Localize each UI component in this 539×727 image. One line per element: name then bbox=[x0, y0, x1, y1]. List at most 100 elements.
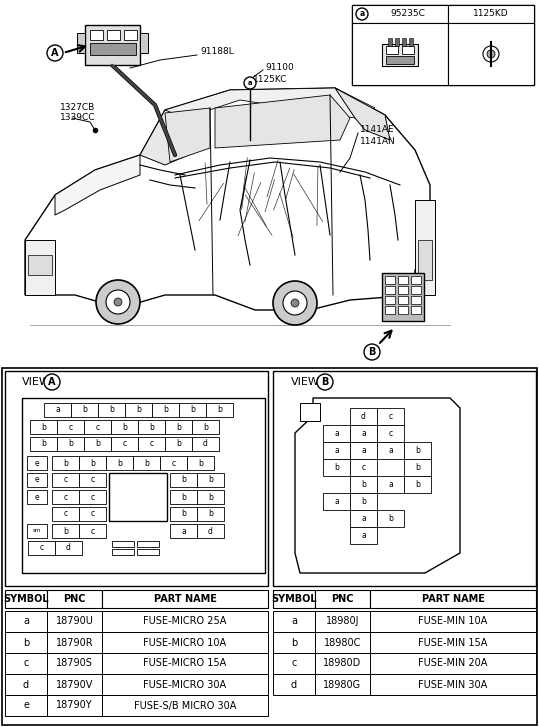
Bar bbox=[402, 38, 406, 46]
Text: a: a bbox=[388, 480, 393, 489]
Circle shape bbox=[317, 374, 333, 390]
Text: b: b bbox=[198, 459, 203, 467]
Bar bbox=[409, 38, 413, 46]
Bar bbox=[5, 611, 47, 632]
Bar bbox=[386, 56, 414, 64]
Text: a: a bbox=[334, 429, 339, 438]
Bar bbox=[350, 425, 377, 442]
Bar bbox=[300, 403, 320, 421]
Bar bbox=[2, 368, 537, 725]
Bar bbox=[350, 476, 377, 493]
Text: b: b bbox=[181, 475, 186, 484]
Text: B: B bbox=[321, 377, 329, 387]
Circle shape bbox=[283, 291, 307, 315]
Text: a: a bbox=[361, 531, 366, 540]
Text: b: b bbox=[82, 406, 87, 414]
Polygon shape bbox=[165, 88, 375, 118]
Bar bbox=[352, 5, 448, 23]
Polygon shape bbox=[215, 95, 350, 148]
Bar bbox=[22, 398, 265, 573]
Bar bbox=[27, 524, 47, 538]
Bar bbox=[323, 442, 350, 459]
Text: 91188L: 91188L bbox=[200, 47, 234, 57]
Text: b: b bbox=[334, 463, 339, 472]
Bar bbox=[370, 653, 536, 674]
Bar bbox=[90, 43, 136, 55]
Text: b: b bbox=[176, 422, 181, 432]
Circle shape bbox=[47, 45, 63, 61]
Text: c: c bbox=[23, 659, 29, 669]
Text: a: a bbox=[334, 497, 339, 506]
Text: b: b bbox=[208, 475, 213, 484]
Text: d: d bbox=[208, 526, 213, 536]
Bar bbox=[273, 674, 315, 695]
Bar bbox=[388, 38, 392, 46]
Bar bbox=[109, 473, 167, 521]
Bar bbox=[125, 403, 152, 417]
Text: c: c bbox=[389, 429, 392, 438]
Text: FUSE-MICRO 10A: FUSE-MICRO 10A bbox=[143, 638, 226, 648]
Bar bbox=[411, 286, 421, 294]
Bar bbox=[79, 490, 106, 504]
Circle shape bbox=[106, 290, 130, 314]
Bar bbox=[133, 456, 160, 470]
Bar bbox=[370, 590, 536, 608]
Bar bbox=[140, 33, 148, 53]
Text: FUSE-MICRO 25A: FUSE-MICRO 25A bbox=[143, 616, 227, 627]
Bar bbox=[138, 437, 165, 451]
Bar bbox=[47, 632, 102, 653]
Bar bbox=[160, 456, 187, 470]
Text: b: b bbox=[63, 526, 68, 536]
Bar bbox=[106, 456, 133, 470]
Text: b: b bbox=[415, 480, 420, 489]
Bar bbox=[402, 46, 414, 54]
Bar bbox=[273, 632, 315, 653]
Bar bbox=[5, 590, 47, 608]
Bar bbox=[5, 371, 268, 586]
Text: PNC: PNC bbox=[331, 594, 354, 604]
Text: b: b bbox=[63, 459, 68, 467]
Text: b: b bbox=[181, 510, 186, 518]
Text: b: b bbox=[190, 406, 195, 414]
Bar bbox=[44, 403, 71, 417]
Text: FUSE-MIN 10A: FUSE-MIN 10A bbox=[418, 616, 488, 627]
Text: VIEW: VIEW bbox=[22, 377, 51, 387]
Bar bbox=[352, 5, 534, 85]
Text: b: b bbox=[95, 440, 100, 449]
Bar bbox=[124, 30, 137, 40]
Text: d: d bbox=[23, 680, 29, 689]
Text: b: b bbox=[109, 406, 114, 414]
Bar bbox=[47, 611, 102, 632]
Text: A: A bbox=[51, 48, 59, 58]
Bar bbox=[79, 473, 106, 487]
Bar bbox=[71, 403, 98, 417]
Text: a: a bbox=[23, 616, 29, 627]
Text: b: b bbox=[208, 492, 213, 502]
Bar bbox=[315, 590, 370, 608]
Bar bbox=[5, 695, 47, 716]
Bar bbox=[411, 306, 421, 314]
Bar bbox=[152, 403, 179, 417]
Bar bbox=[350, 527, 377, 544]
Bar bbox=[398, 306, 408, 314]
Circle shape bbox=[483, 46, 499, 62]
Bar bbox=[411, 296, 421, 304]
Bar bbox=[52, 507, 79, 521]
Bar bbox=[315, 632, 370, 653]
Text: a: a bbox=[334, 446, 339, 455]
Bar bbox=[398, 286, 408, 294]
Bar bbox=[90, 30, 103, 40]
Circle shape bbox=[291, 299, 299, 307]
Text: c: c bbox=[291, 659, 296, 669]
Text: VIEW: VIEW bbox=[291, 377, 320, 387]
Bar bbox=[170, 473, 197, 487]
Text: b: b bbox=[163, 406, 168, 414]
Text: FUSE-MIN 15A: FUSE-MIN 15A bbox=[418, 638, 488, 648]
Text: c: c bbox=[149, 440, 154, 449]
Bar bbox=[398, 276, 408, 284]
Bar bbox=[47, 653, 102, 674]
Bar bbox=[102, 653, 268, 674]
Bar bbox=[102, 695, 268, 716]
Bar bbox=[315, 611, 370, 632]
Text: b: b bbox=[208, 510, 213, 518]
